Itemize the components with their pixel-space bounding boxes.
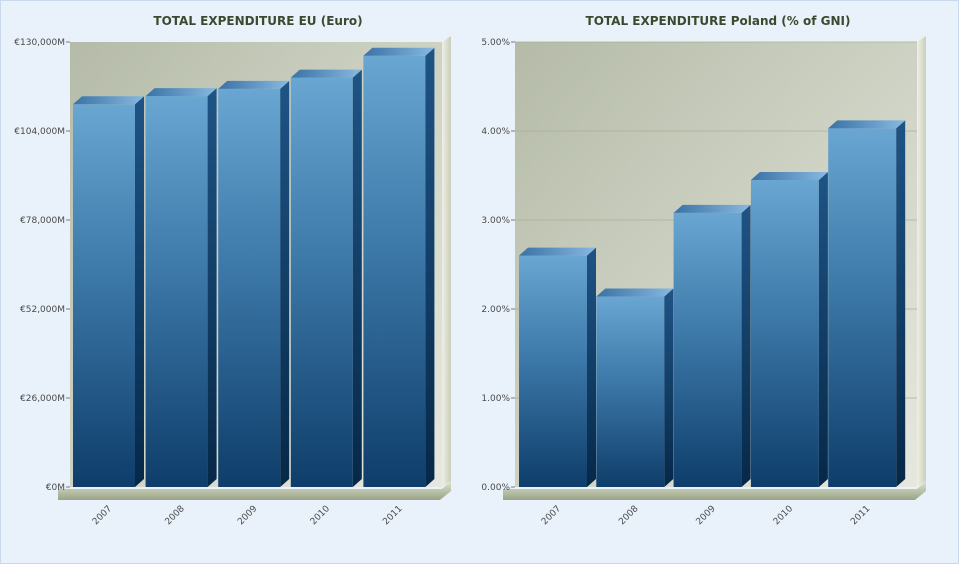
bar-top bbox=[828, 120, 906, 129]
bar-side bbox=[818, 171, 828, 487]
bar-front bbox=[750, 179, 819, 487]
bar-2009 bbox=[673, 204, 751, 487]
bar-top bbox=[73, 96, 144, 105]
bar-top bbox=[363, 47, 435, 56]
bar-top bbox=[596, 288, 674, 297]
bar-top bbox=[673, 204, 751, 213]
bar-side bbox=[352, 69, 362, 487]
bar-front bbox=[218, 88, 281, 488]
x-tick-label: 2007 bbox=[91, 504, 114, 527]
bar-2008 bbox=[596, 288, 674, 487]
y-tick-label: 4.00% bbox=[481, 127, 510, 137]
bar-top bbox=[145, 88, 217, 97]
y-tick-label: 5.00% bbox=[481, 38, 510, 48]
chart-title: TOTAL EXPENDITURE Poland (% of GNI) bbox=[586, 14, 851, 28]
plot-floor bbox=[58, 481, 451, 500]
bar-front bbox=[519, 255, 587, 487]
plot-side-wall bbox=[917, 36, 926, 487]
bar-side bbox=[587, 247, 596, 487]
y-tick-label: 2.00% bbox=[481, 305, 510, 315]
x-tick-label: 2009 bbox=[695, 504, 718, 527]
y-tick-label: €104,000M bbox=[14, 127, 65, 137]
x-tick-label: 2010 bbox=[772, 504, 795, 527]
bar-top bbox=[519, 247, 596, 256]
x-tick-label: 2011 bbox=[381, 504, 404, 527]
bar-2010 bbox=[290, 69, 362, 487]
bar-front bbox=[673, 212, 742, 487]
x-tick-label: 2008 bbox=[164, 504, 187, 527]
x-tick-label: 2008 bbox=[617, 504, 640, 527]
bar-2008 bbox=[145, 88, 217, 487]
bar-side bbox=[207, 88, 217, 487]
x-tick-label: 2011 bbox=[849, 504, 872, 527]
chart-1: TOTAL EXPENDITURE EU (Euro) €0M €26,000M €5… bbox=[14, 14, 451, 527]
bar-front bbox=[290, 77, 353, 487]
bar-front bbox=[73, 104, 135, 488]
bar-2011 bbox=[828, 120, 906, 487]
y-tick-label: 1.00% bbox=[481, 394, 510, 404]
y-tick-label: €78,000M bbox=[20, 216, 65, 226]
y-tick-label: €130,000M bbox=[14, 38, 65, 48]
bar-2007 bbox=[519, 247, 596, 487]
y-tick-label: €52,000M bbox=[20, 305, 65, 315]
x-tick-label: 2010 bbox=[309, 504, 332, 527]
bar-side bbox=[135, 96, 144, 488]
y-tick-label: €0M bbox=[46, 483, 65, 493]
chart-title: TOTAL EXPENDITURE EU (Euro) bbox=[153, 14, 362, 28]
plot-floor bbox=[503, 481, 926, 500]
bar-top bbox=[290, 69, 362, 78]
x-tick-label: 2009 bbox=[236, 504, 259, 527]
bar-2011 bbox=[363, 47, 435, 487]
bar-front bbox=[363, 55, 426, 487]
bar-2007 bbox=[73, 96, 144, 488]
bar-front bbox=[828, 128, 897, 487]
bar-side bbox=[741, 204, 751, 487]
bar-side bbox=[425, 47, 435, 487]
y-tick-label: €26,000M bbox=[20, 394, 65, 404]
bar-front bbox=[145, 96, 208, 487]
y-tick-label: 3.00% bbox=[481, 216, 510, 226]
plot-side-wall bbox=[442, 36, 451, 487]
bar-2009 bbox=[218, 80, 290, 488]
bar-side bbox=[664, 288, 674, 487]
bar-top bbox=[750, 171, 828, 180]
bar-side bbox=[280, 80, 290, 488]
y-tick-label: 0.00% bbox=[481, 483, 510, 493]
x-tick-label: 2007 bbox=[540, 504, 563, 527]
bar-top bbox=[218, 80, 290, 89]
chart-2: TOTAL EXPENDITURE Poland (% of GNI) 0.00%… bbox=[481, 14, 926, 527]
bar-side bbox=[896, 120, 906, 487]
bar-2010 bbox=[750, 171, 828, 487]
bar-front bbox=[596, 296, 665, 487]
